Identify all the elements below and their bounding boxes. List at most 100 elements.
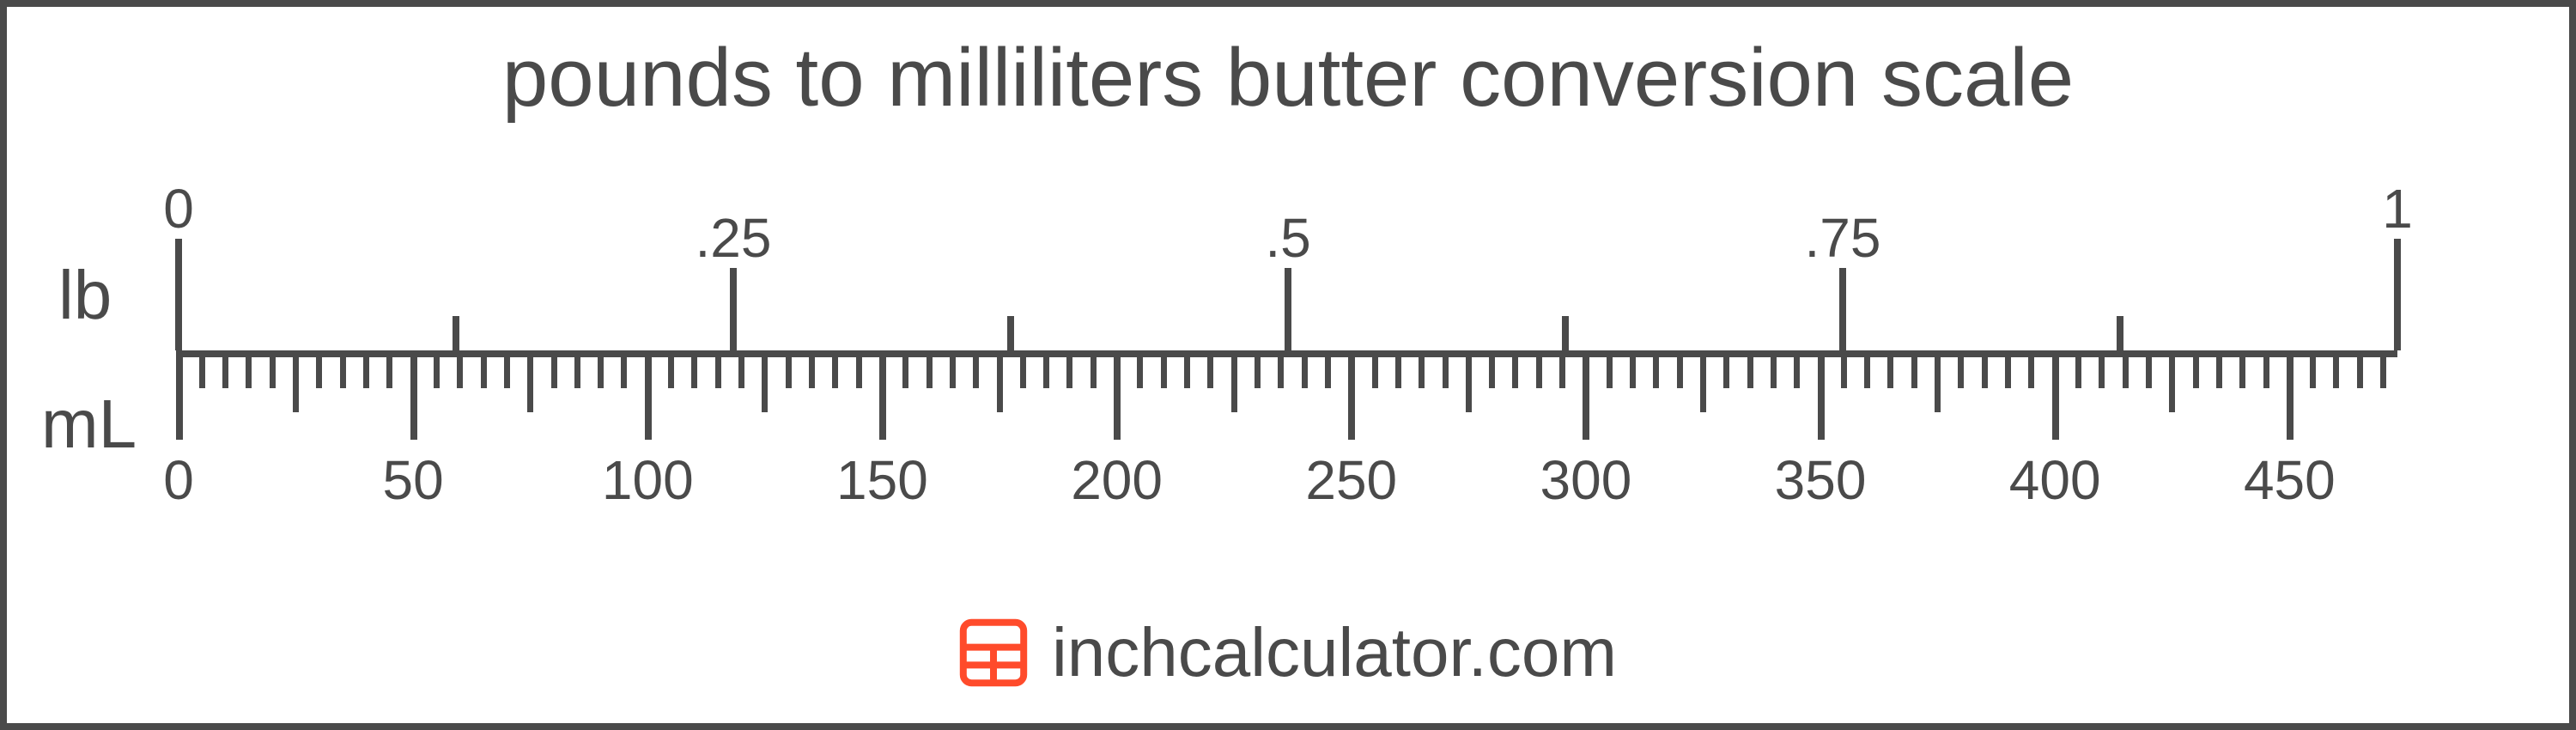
ml-tick [410,350,417,440]
ml-tick [856,350,862,388]
title: pounds to milliliters butter conversion … [7,31,2569,125]
lb-tick-label: 0 [163,177,194,240]
ml-tick [1747,350,1753,388]
ml-tick-label: 300 [1540,448,1632,512]
ml-tick [2123,350,2129,388]
ml-tick [1395,350,1401,388]
ml-tick [950,350,956,388]
ml-tick [1982,350,1988,388]
ml-tick [1137,350,1143,388]
ml-tick-label: 200 [1071,448,1163,512]
ruler-axis [179,350,2397,357]
lb-tick [730,268,737,350]
ml-tick [973,350,979,388]
ml-tick [621,350,627,388]
ml-tick [997,350,1003,412]
ml-tick [457,350,463,388]
ml-tick [2193,350,2199,388]
ml-tick [574,350,580,388]
ml-tick [2239,350,2245,388]
ml-tick [2075,350,2081,388]
ml-tick-label: 0 [163,448,194,512]
ml-tick [551,350,557,388]
ml-tick [902,350,908,388]
ml-tick [786,350,792,388]
lb-tick [175,239,182,350]
ml-tick-label: 350 [1775,448,1867,512]
ml-tick [1091,350,1097,388]
ml-tick [246,350,252,388]
ml-tick [2169,350,2175,412]
lb-tick-label: 1 [2382,177,2413,240]
ml-tick [645,350,652,440]
ml-tick [1419,350,1425,388]
ml-tick [1583,350,1589,440]
ml-tick [1864,350,1870,388]
ml-tick [1302,350,1308,388]
ml-tick-label: 100 [602,448,694,512]
ml-tick [1066,350,1072,388]
lb-tick [2394,239,2401,350]
lb-tick [1285,268,1291,350]
ml-tick [809,350,815,388]
ml-tick [2028,350,2034,388]
ml-tick [1935,350,1941,412]
ml-tick [1911,350,1917,388]
ml-tick [316,350,322,388]
ml-tick [1489,350,1495,388]
ml-tick-label: 400 [2009,448,2101,512]
ml-tick [481,350,487,388]
ml-tick [1841,350,1847,388]
unit-bottom-label: mL [41,385,137,464]
ml-tick [2310,350,2316,388]
ml-tick [1630,350,1636,388]
ml-tick [1372,350,1378,388]
ml-tick [927,350,933,388]
ml-tick [1043,350,1049,388]
ml-tick [1207,350,1213,388]
ml-tick [293,350,299,412]
ml-tick [668,350,674,388]
ml-tick [1700,350,1706,412]
ml-tick [1607,350,1613,388]
ml-tick [2216,350,2222,388]
ml-tick [691,350,697,388]
ml-tick [340,350,346,388]
ml-tick [2263,350,2269,388]
lb-tick [1839,268,1846,350]
lb-tick [1007,316,1014,350]
ml-tick [715,350,721,388]
footer-text: inchcalculator.com [1052,613,1617,692]
ml-tick [176,350,183,440]
lb-tick [453,316,459,350]
ml-tick [1958,350,1964,388]
ml-tick [2333,350,2339,388]
ml-tick-label: 50 [383,448,444,512]
ml-tick [2146,350,2152,388]
ml-tick [1278,350,1284,388]
conversion-scale-frame: pounds to milliliters butter conversion … [0,0,2576,730]
ml-tick [879,350,886,440]
ml-tick [738,350,744,388]
ml-tick [1348,350,1355,440]
ml-tick [1887,350,1893,388]
lb-tick-label: .75 [1805,206,1881,270]
ml-tick [2380,350,2386,388]
ml-tick [504,350,510,388]
ml-tick [832,350,838,388]
ml-tick [1466,350,1472,412]
ml-tick [1818,350,1825,440]
ml-tick [222,350,228,388]
footer: inchcalculator.com [7,613,2569,692]
lb-tick [1562,316,1569,350]
ml-tick [1255,350,1261,388]
ml-tick [1443,350,1449,388]
ml-tick [1794,350,1800,388]
ml-tick [1325,350,1331,388]
ml-tick [1536,350,1542,388]
calculator-icon [959,618,1028,687]
ml-tick [2099,350,2105,388]
ml-tick-label: 450 [2244,448,2336,512]
ml-tick [199,350,205,388]
ml-tick [386,350,392,388]
